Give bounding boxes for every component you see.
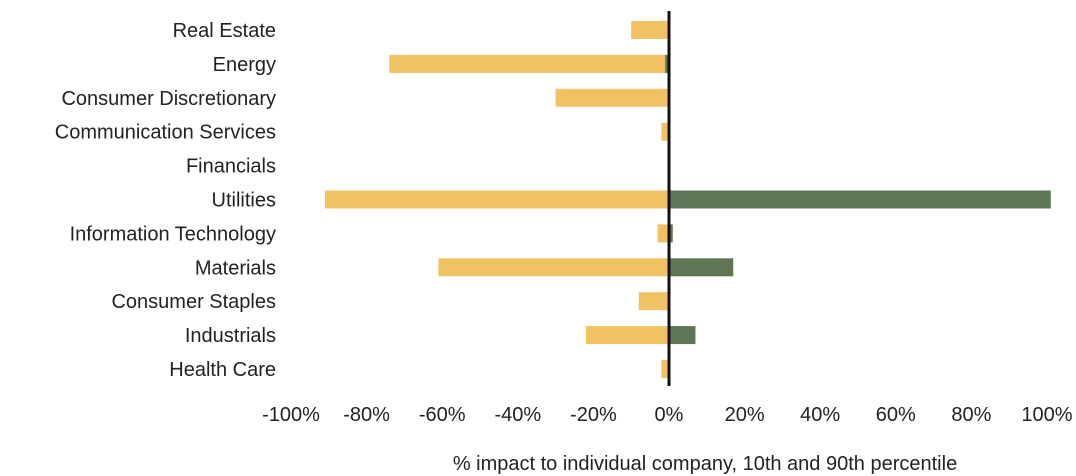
category-label-financials: Financials [186, 156, 276, 178]
bar-low-industrials [585, 326, 669, 345]
x-tick-label: 100% [1021, 404, 1072, 426]
x-tick-label: -100% [262, 404, 320, 426]
bar-high-materials [669, 258, 734, 277]
x-tick-label: -20% [570, 404, 617, 426]
bar-low-utilities [325, 190, 669, 209]
x-tick-label: 0% [655, 404, 684, 426]
bar-high-information-technology [669, 224, 673, 243]
series-low-bars [325, 21, 669, 378]
category-label-industrials: Industrials [185, 325, 276, 347]
x-tick-label: 20% [725, 404, 765, 426]
category-label-consumer-discretionary: Consumer Discretionary [61, 88, 276, 110]
category-label-materials: Materials [195, 257, 276, 279]
category-label-information-technology: Information Technology [70, 223, 276, 245]
x-tick-label: -60% [419, 404, 466, 426]
bar-low-consumer-discretionary [555, 88, 669, 107]
series-high-bars [665, 54, 1051, 345]
bar-low-information-technology [657, 224, 669, 243]
bar-high-utilities [669, 190, 1051, 209]
bar-low-energy [389, 54, 669, 73]
bar-low-real-estate [631, 21, 669, 39]
category-label-energy: Energy [213, 54, 276, 76]
x-tick-label: 40% [800, 404, 840, 426]
category-label-utilities: Utilities [212, 190, 276, 212]
x-tick-labels: -100% -80% -60% -40% -20% 0% 20% 40% 60% 80% 100% [262, 404, 1073, 426]
x-tick-label: -80% [343, 404, 390, 426]
bar-low-consumer-staples [638, 292, 669, 311]
x-tick-label: 80% [951, 404, 991, 426]
x-axis-title: % impact to individual company, 10th and… [453, 453, 957, 475]
category-labels: Real Estate Energy Consumer Discretionary C… [55, 20, 276, 381]
category-label-communication-services: Communication Services [55, 122, 276, 144]
bar-low-communication-services [661, 122, 669, 141]
x-tick-label: 60% [876, 404, 916, 426]
bar-low-health-care [661, 360, 669, 378]
bar-high-industrials [669, 326, 696, 345]
category-label-consumer-staples: Consumer Staples [111, 291, 276, 313]
bar-low-materials [438, 258, 669, 277]
bar-high-energy [665, 54, 669, 73]
category-label-health-care: Health Care [169, 359, 276, 381]
x-tick-label: -40% [494, 404, 541, 426]
category-label-real-estate: Real Estate [173, 20, 276, 42]
